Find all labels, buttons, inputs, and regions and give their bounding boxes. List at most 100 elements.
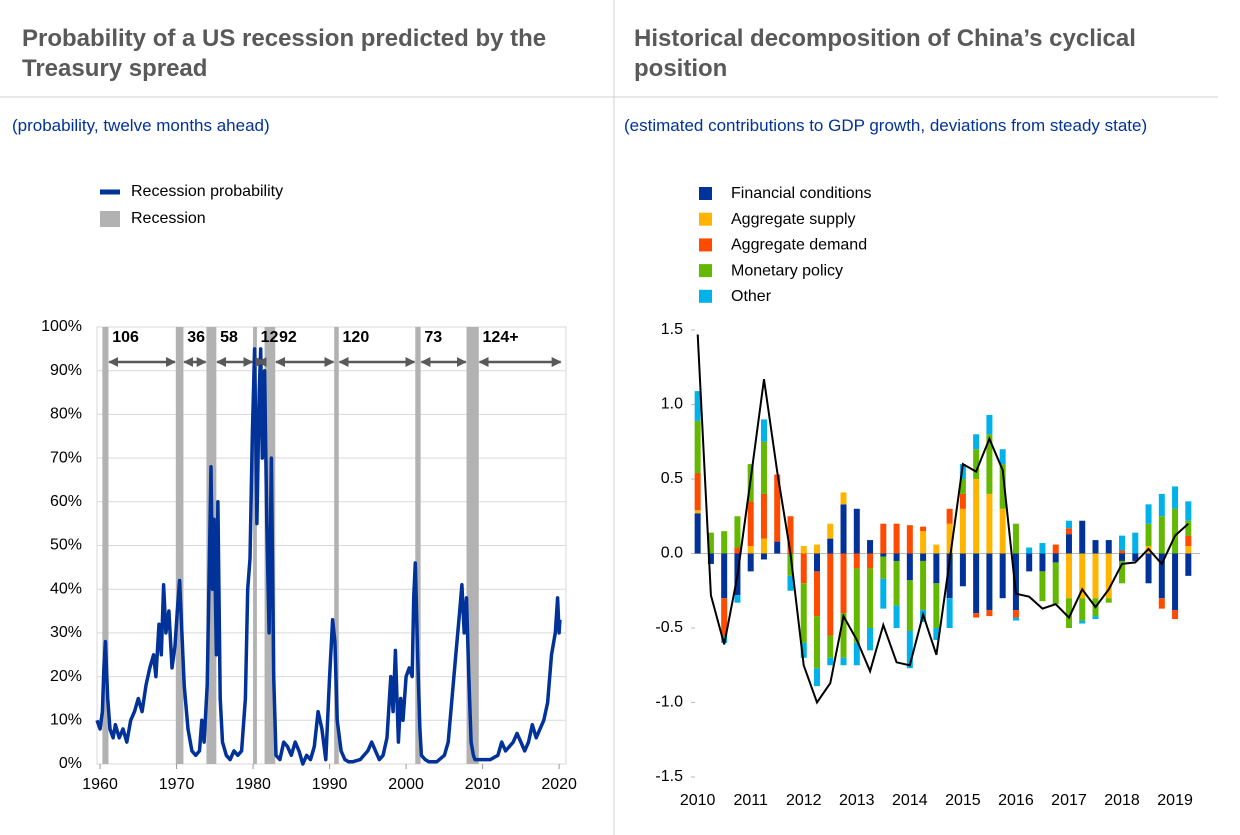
recession-band [102, 327, 109, 764]
expansion-label: 36 [187, 329, 205, 346]
bar-segment [1172, 508, 1179, 554]
bar-segment [1158, 553, 1165, 599]
x-tick-label: 2013 [839, 792, 875, 809]
y-tick-label: 50% [50, 537, 82, 554]
bar-segment [880, 556, 887, 579]
bar-segment [1158, 516, 1165, 554]
x-tick-label: 1980 [235, 776, 271, 793]
bar-segment [1039, 571, 1046, 602]
bar-segment [867, 553, 874, 569]
x-tick-label: 2012 [786, 792, 822, 809]
bar-segment [721, 531, 728, 554]
bar-segment [1065, 520, 1072, 529]
x-tick-label: 2010 [465, 776, 501, 793]
bar-segment [1145, 523, 1152, 547]
bar-segment [707, 553, 714, 564]
y-tick-label: 0.5 [661, 470, 683, 487]
bar-segment [959, 479, 966, 494]
bar-segment [694, 510, 701, 514]
bar-segment [734, 595, 741, 603]
legend-swatch [699, 212, 712, 226]
plot-frame [96, 326, 567, 765]
legend-swatch [100, 211, 120, 227]
bar-segment [1079, 598, 1086, 621]
bar-segment [1119, 553, 1126, 561]
bar-segment [1079, 520, 1086, 554]
y-tick-label: 0% [59, 755, 82, 772]
bar-segment [1105, 553, 1112, 599]
bar-segment [840, 492, 847, 505]
bar-segment [893, 553, 900, 561]
total-line [696, 334, 1189, 705]
legend-swatch [699, 264, 712, 278]
bar-segment [747, 501, 754, 547]
bar-segment [721, 598, 728, 636]
bar-segment [787, 575, 794, 591]
bar-segment [986, 434, 993, 494]
bar-segment [933, 628, 940, 640]
bar-segment [946, 598, 953, 628]
legend-swatch [699, 187, 712, 200]
bar-segment [1172, 486, 1179, 509]
bar-segment [1012, 553, 1019, 611]
bar-segment [1185, 501, 1192, 521]
bar-segment [800, 553, 807, 584]
bar-segment [1119, 550, 1126, 554]
x-tick-label: 2011 [733, 792, 768, 809]
bar-segment [999, 553, 1006, 599]
bar-segment [1065, 534, 1072, 554]
bar-segment [800, 546, 807, 554]
bar-segment [1052, 544, 1059, 554]
bar-segment [946, 553, 953, 599]
bar-segment [747, 553, 754, 572]
bar-segment [906, 553, 913, 581]
y-tick-label: 90% [50, 362, 82, 379]
bar-segment [880, 578, 887, 609]
bar-segment [694, 420, 701, 474]
bar-segment [694, 513, 701, 554]
bar-segment [734, 547, 741, 554]
bar-segment [800, 642, 807, 658]
recession-band [415, 327, 421, 764]
y-tick-label: -1.0 [655, 694, 683, 711]
legend-label: Monetary policy [731, 262, 843, 279]
bar-segment [747, 546, 754, 554]
bar-segment [920, 560, 927, 611]
bar-segment [1172, 610, 1179, 620]
bar-segment [840, 657, 847, 666]
bar-segment [827, 553, 834, 636]
bar-segment [986, 493, 993, 554]
bar-segment [840, 504, 847, 554]
bar-segment [814, 571, 821, 617]
bar-segment [867, 540, 874, 554]
bar-segment [827, 657, 834, 666]
bar-segment [840, 613, 847, 658]
y-tick-label: 70% [50, 449, 82, 466]
bar-segment [827, 538, 834, 554]
bar-segment [906, 630, 913, 669]
expansion-label: 73 [424, 329, 442, 346]
bar-segment [760, 553, 767, 560]
bar-segment [867, 568, 874, 628]
y-tick-label: 80% [50, 406, 82, 423]
bar-segment [760, 441, 767, 494]
bar-segment [1185, 520, 1192, 536]
bar-segment [946, 508, 953, 524]
probability-line [95, 347, 562, 766]
bar-segment [827, 635, 834, 658]
legend-label: Recession probability [131, 183, 283, 200]
y-tick-label: 10% [50, 712, 82, 729]
bar-segment [880, 553, 887, 557]
x-tick-label: 2020 [541, 776, 577, 793]
bar-segment [1052, 562, 1059, 605]
recession-band [175, 327, 184, 764]
bar-segment [999, 508, 1006, 554]
legend-swatch [699, 238, 712, 252]
legend-swatch [699, 289, 712, 303]
y-tick-label: 30% [50, 624, 82, 641]
bar-segment [973, 434, 980, 450]
x-tick-label: 1970 [159, 776, 195, 793]
bar-segment [893, 605, 900, 628]
bar-segment [787, 516, 794, 554]
